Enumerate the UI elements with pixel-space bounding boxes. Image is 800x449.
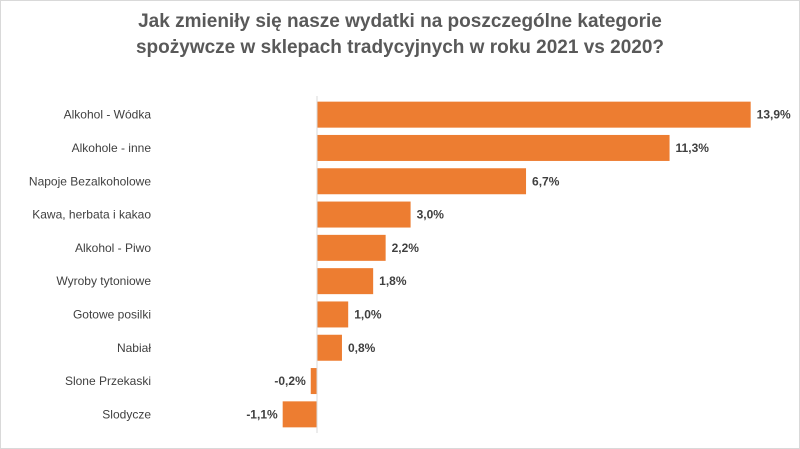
bar — [317, 101, 751, 128]
value-label: 11,3% — [676, 141, 710, 155]
category-label: Alkohol - Wódka — [64, 108, 152, 122]
bar — [310, 368, 317, 395]
category-label: Alkohol - Piwo — [75, 241, 151, 255]
value-label: 0,8% — [348, 341, 376, 355]
value-label: 1,0% — [354, 307, 382, 321]
category-label: Kawa, herbata i kakao — [32, 208, 151, 222]
value-label: 6,7% — [532, 174, 560, 188]
category-label: Slodycze — [102, 407, 151, 421]
chart-title: Jak zmieniły się nasze wydatki na poszcz… — [1, 9, 799, 61]
bar — [317, 234, 386, 261]
category-label: Nabiał — [117, 341, 151, 355]
bar — [317, 201, 411, 228]
value-label: 13,9% — [757, 108, 791, 122]
value-label: -1,1% — [246, 407, 278, 421]
chart-title-line-1: Jak zmieniły się nasze wydatki na poszcz… — [138, 11, 662, 32]
bar — [317, 134, 670, 161]
category-label: Alkohole - inne — [72, 141, 152, 155]
bar — [282, 401, 317, 428]
bar — [317, 268, 374, 295]
value-label: -0,2% — [274, 374, 306, 388]
bar — [317, 301, 349, 328]
chart-title-line-2: spożywcze w sklepach tradycyjnych w roku… — [135, 37, 665, 58]
category-label: Wyroby tytoniowe — [56, 274, 151, 288]
bar — [317, 334, 342, 361]
category-label: Gotowe posilki — [73, 307, 151, 321]
bar — [317, 168, 527, 195]
category-label: Napoje Bezalkoholowe — [29, 174, 151, 188]
category-label: Slone Przekaski — [65, 374, 151, 388]
value-label: 3,0% — [417, 208, 445, 222]
value-label: 1,8% — [379, 274, 407, 288]
value-label: 2,2% — [392, 241, 420, 255]
